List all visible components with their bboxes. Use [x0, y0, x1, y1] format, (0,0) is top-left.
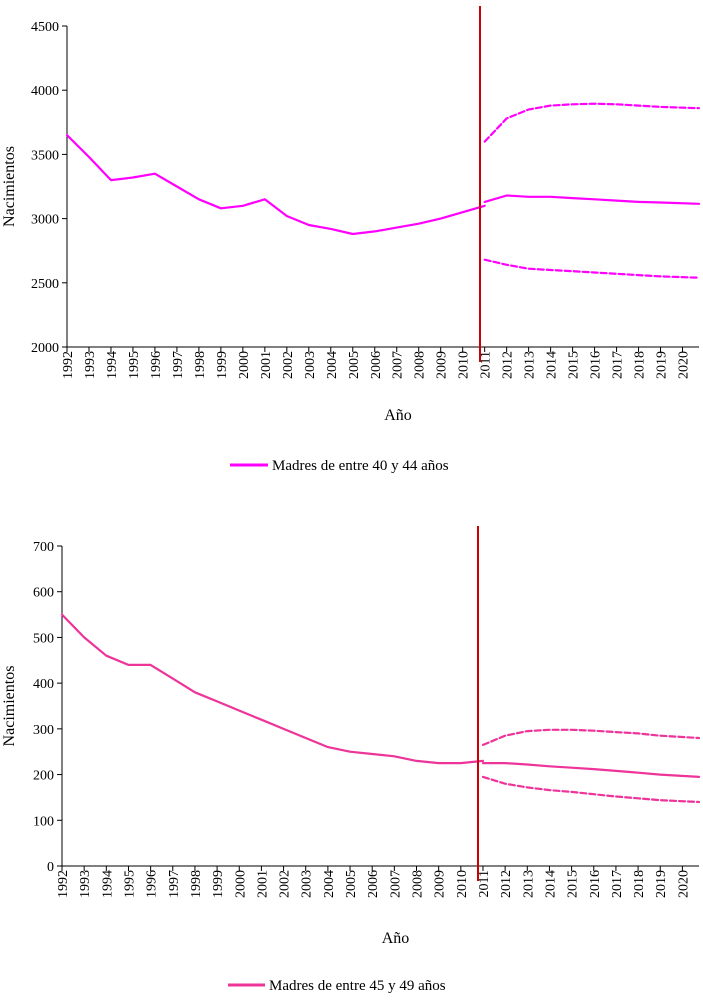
x-tick-label: 2005 — [347, 351, 362, 379]
x-tick-label: 1999 — [211, 870, 226, 898]
x-tick-label: 2013 — [523, 351, 538, 379]
y-tick-label: 4000 — [31, 84, 59, 99]
x-tick-label: 2001 — [259, 351, 274, 379]
x-tick-label: 2019 — [654, 870, 669, 898]
x-tick-label: 2011 — [479, 351, 494, 378]
y-tick-label: 700 — [33, 540, 54, 555]
y-tick-label: 100 — [33, 814, 54, 829]
x-tick-label: 2004 — [325, 351, 340, 379]
x-tick-label: 2014 — [543, 870, 558, 898]
y-tick-label: 0 — [47, 860, 54, 875]
x-tick-label: 2008 — [411, 870, 426, 898]
x-tick-label: 2010 — [457, 351, 472, 379]
x-tick-label: 2000 — [233, 870, 248, 898]
x-tick-label: 2007 — [388, 870, 403, 898]
x-tick-label: 2003 — [303, 351, 318, 379]
x-tick-label: 1997 — [171, 351, 186, 379]
x-tick-label: 1993 — [78, 870, 93, 898]
x-tick-label: 1992 — [56, 870, 71, 898]
series-line-3 — [481, 728, 701, 747]
x-tick-label: 1998 — [193, 351, 208, 379]
y-tick-label: 2000 — [31, 341, 59, 356]
x-tick-label: 2009 — [433, 870, 448, 898]
x-tick-label: 2006 — [369, 351, 384, 379]
x-tick-label: 1996 — [145, 870, 160, 898]
x-tick-label: 2011 — [477, 870, 492, 897]
x-tick-label: 2009 — [435, 351, 450, 379]
legend: Madres de entre 45 y 49 años — [228, 978, 446, 994]
x-tick-label: 2015 — [566, 870, 581, 898]
y-tick-label: 3000 — [31, 213, 59, 228]
x-tick-label: 2018 — [633, 351, 648, 379]
legend-label: Madres de entre 45 y 49 años — [269, 978, 446, 994]
x-tick-label: 2002 — [281, 351, 296, 379]
series-line-1 — [60, 613, 485, 765]
x-tick-label: 2013 — [521, 870, 536, 898]
y-tick-label: 3500 — [31, 148, 59, 163]
y-tick-label: 500 — [33, 631, 54, 646]
x-tick-label: 2017 — [610, 870, 625, 898]
x-tick-label: 2001 — [255, 870, 270, 898]
x-tick-label: 2020 — [677, 351, 692, 379]
x-tick-label: 2006 — [366, 870, 381, 898]
x-tick-label: 2016 — [589, 351, 604, 379]
x-axis-title: Año — [384, 407, 412, 424]
x-tick-label: 1994 — [105, 351, 120, 379]
series-line-1 — [65, 134, 486, 236]
x-tick-label: 1995 — [127, 351, 142, 379]
x-axis-title: Año — [382, 930, 410, 947]
x-tick-label: 2016 — [588, 870, 603, 898]
x-tick-label: 2000 — [237, 351, 252, 379]
x-tick-label: 2014 — [545, 351, 560, 379]
x-tick-label: 1997 — [167, 870, 182, 898]
x-tick-label: 2003 — [300, 870, 315, 898]
series-line-3 — [483, 102, 701, 143]
x-tick-label: 1992 — [61, 351, 76, 379]
x-tick-label: 1998 — [189, 870, 204, 898]
x-tick-label: 2007 — [391, 351, 406, 379]
x-tick-label: 2004 — [322, 870, 337, 898]
y-tick-label: 200 — [33, 769, 54, 784]
x-tick-label: 2018 — [632, 870, 647, 898]
y-tick-label: 300 — [33, 723, 54, 738]
series-line-2 — [481, 761, 701, 779]
y-axis-title: Nacimientos — [1, 146, 18, 227]
x-tick-label: 2020 — [676, 870, 691, 898]
y-tick-label: 600 — [33, 586, 54, 601]
x-tick-label: 2012 — [501, 351, 516, 379]
y-axis-title: Nacimientos — [1, 666, 18, 747]
x-tick-label: 1993 — [83, 351, 98, 379]
series-line-4 — [481, 775, 701, 804]
legend-label: Madres de entre 40 y 44 años — [272, 458, 449, 474]
y-tick-label: 2500 — [31, 277, 59, 292]
x-tick-label: 2019 — [655, 351, 670, 379]
series-line-2 — [483, 194, 701, 205]
x-tick-label: 2017 — [611, 351, 626, 379]
x-tick-label: 2010 — [455, 870, 470, 898]
legend: Madres de entre 40 y 44 años — [230, 458, 449, 474]
y-tick-label: 4500 — [31, 20, 59, 35]
chart-2: 0 100 200 300 400 500 600 700 1992 1993 1994 1995 19… — [1, 526, 701, 994]
chart-1: 2000 2500 3000 3500 4000 4500 1992 1993 1994 1995… — [1, 6, 701, 474]
x-tick-label: 2002 — [278, 870, 293, 898]
x-tick-label: 1995 — [122, 870, 137, 898]
x-tick-label: 2015 — [567, 351, 582, 379]
x-tick-label: 2005 — [344, 870, 359, 898]
x-tick-label: 2008 — [413, 351, 428, 379]
x-tick-label: 2012 — [499, 870, 514, 898]
x-tick-label: 1999 — [215, 351, 230, 379]
x-tick-label: 1996 — [149, 351, 164, 379]
y-tick-label: 400 — [33, 677, 54, 692]
x-tick-label: 1994 — [100, 870, 115, 898]
series-line-4 — [483, 258, 701, 279]
